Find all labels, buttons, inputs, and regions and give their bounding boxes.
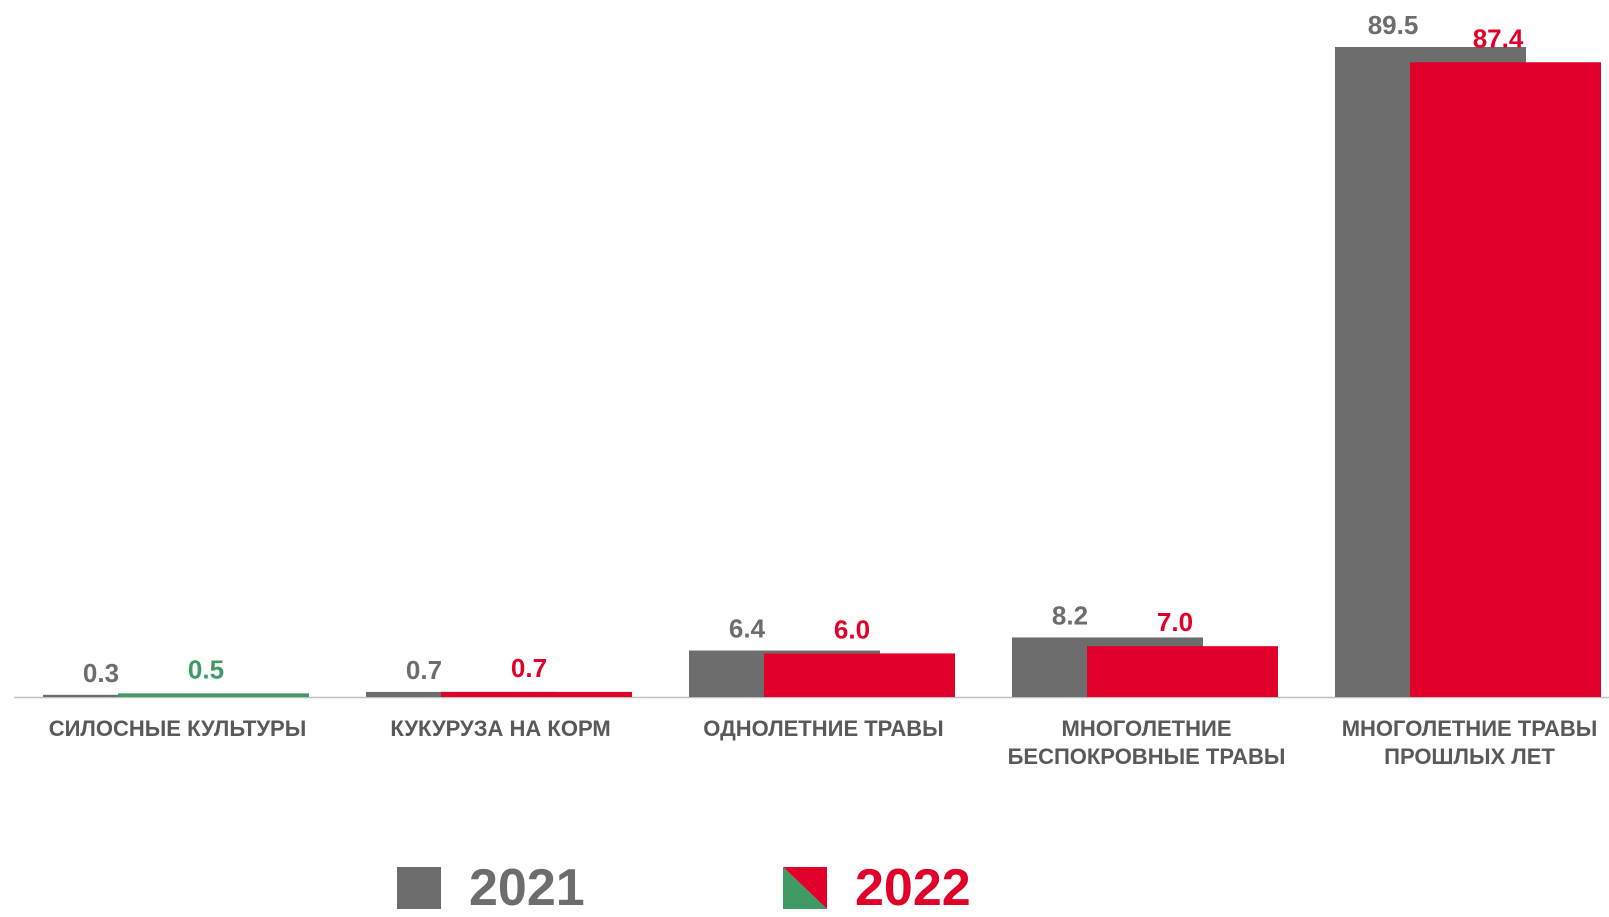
- data-label-2021-3: 8.2: [1052, 600, 1088, 630]
- data-label-2022-3: 7.0: [1157, 607, 1193, 637]
- bar-2022-1: [441, 691, 632, 697]
- bar-chart: 0.3 0.5 СИЛОСНЫЕ КУЛЬТУРЫ 0.7 0.7 КУКУРУЗА НА…: [14, 10, 1609, 769]
- data-label-2022-4: 87.4: [1473, 23, 1524, 53]
- data-label-2022-0: 0.5: [188, 654, 224, 684]
- bar-2022-3: [1087, 646, 1278, 697]
- category-label-3-0: МНОГОЛЕТНИЕ: [1062, 716, 1232, 741]
- data-label-2022-1: 0.7: [511, 653, 547, 683]
- data-label-2021-1: 0.7: [406, 655, 442, 685]
- category-label-2-0: ОДНОЛЕТНИЕ ТРАВЫ: [703, 716, 943, 741]
- legend-item-2021: 2021: [397, 862, 585, 914]
- data-label-2021-2: 6.4: [729, 614, 766, 644]
- legend-item-2022: 2022: [783, 862, 971, 914]
- legend-swatch-2022: [783, 867, 827, 909]
- bar-2022-4: [1410, 62, 1601, 697]
- legend-label-2021: 2021: [469, 859, 585, 917]
- legend-swatch-2021: [397, 867, 441, 909]
- category-label-1-0: КУКУРУЗА НА КОРМ: [390, 716, 610, 741]
- category-label-4-1: ПРОШЛЫХ ЛЕТ: [1384, 744, 1555, 769]
- bar-2022-0: [118, 693, 309, 697]
- data-label-2022-2: 6.0: [834, 614, 870, 644]
- category-label-3-1: БЕСПОКРОВНЫЕ ТРАВЫ: [1008, 744, 1286, 769]
- legend-label-2022: 2022: [855, 859, 971, 917]
- category-label-0-0: СИЛОСНЫЕ КУЛЬТУРЫ: [49, 716, 307, 741]
- bar-2022-2: [764, 653, 955, 697]
- data-label-2021-4: 89.5: [1368, 10, 1419, 40]
- data-label-2021-0: 0.3: [83, 658, 119, 688]
- category-label-4-0: МНОГОЛЕТНИЕ ТРАВЫ: [1342, 716, 1598, 741]
